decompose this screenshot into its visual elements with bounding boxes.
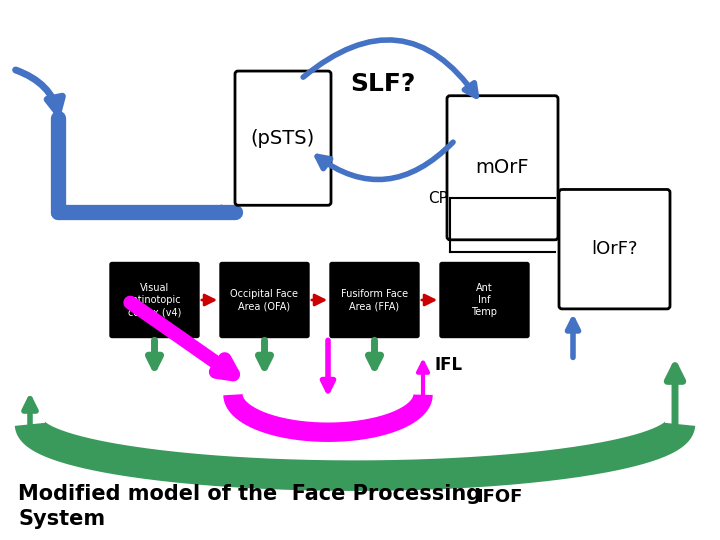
FancyBboxPatch shape	[235, 71, 331, 205]
Text: lOrF?: lOrF?	[591, 240, 638, 258]
Text: Modified model of the  Face Processing
System: Modified model of the Face Processing Sy…	[18, 483, 481, 529]
Text: IFL: IFL	[435, 356, 463, 374]
Text: CP: CP	[428, 191, 448, 206]
FancyBboxPatch shape	[220, 262, 309, 338]
Text: Ant
Inf
Temp: Ant Inf Temp	[472, 282, 498, 318]
FancyBboxPatch shape	[440, 262, 529, 338]
FancyBboxPatch shape	[110, 262, 199, 338]
FancyBboxPatch shape	[447, 96, 558, 240]
FancyBboxPatch shape	[330, 262, 419, 338]
Text: (pSTS): (pSTS)	[251, 129, 315, 147]
Text: Fusiform Face
Area (FFA): Fusiform Face Area (FFA)	[341, 289, 408, 311]
Text: SLF?: SLF?	[351, 72, 415, 96]
Text: Visual
retinotopic
cortex (v4): Visual retinotopic cortex (v4)	[128, 282, 181, 318]
FancyBboxPatch shape	[559, 190, 670, 309]
Text: IFOF: IFOF	[477, 488, 523, 505]
Text: Occipital Face
Area (OFA): Occipital Face Area (OFA)	[230, 289, 299, 311]
Text: mOrF: mOrF	[476, 158, 529, 177]
